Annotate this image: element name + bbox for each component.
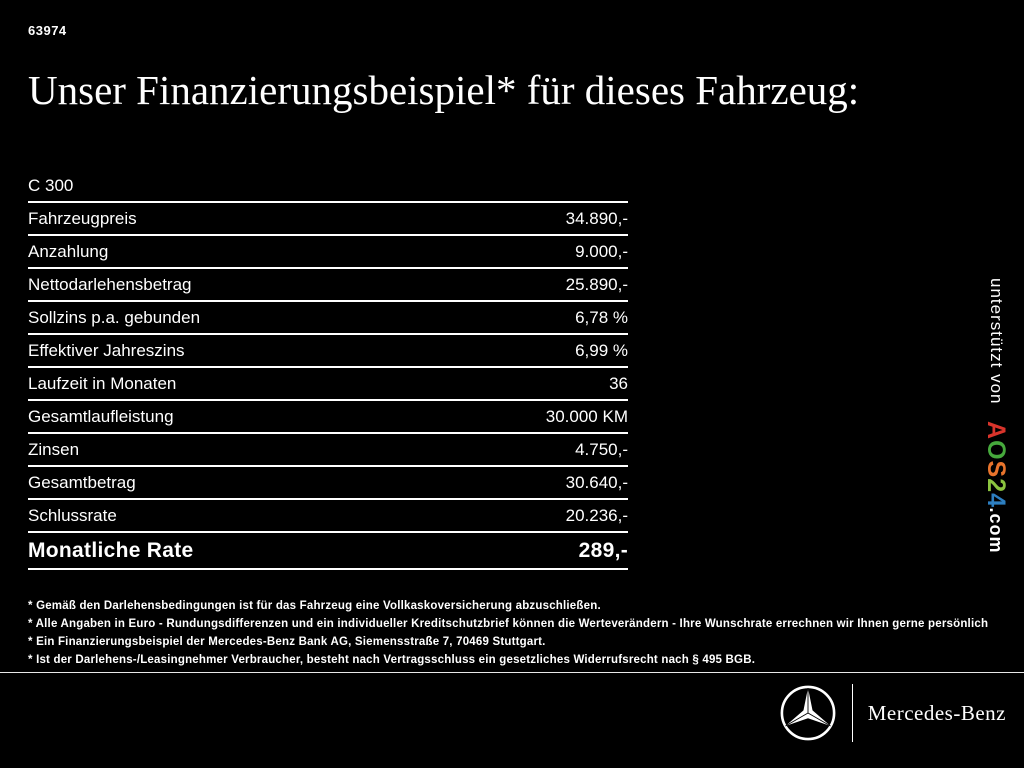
reference-number: 63974 [28,23,67,38]
model-name: C 300 [28,175,74,195]
row-label: Schlussrate [28,505,117,525]
table-row: Gesamtlaufleistung 30.000 KM [28,401,628,434]
mercedes-brand-block: Mercedes-Benz [779,683,1006,743]
aos24-watermark: unterstützt von AOS24.com [982,278,1010,554]
row-value: 36 [609,373,628,393]
footnote: * Ein Finanzierungsbeispiel der Mercedes… [28,636,546,648]
footer-divider-line [0,672,1024,673]
row-value: 4.750,- [575,439,628,459]
table-row: Nettodarlehensbetrag 25.890,- [28,269,628,302]
row-label: Laufzeit in Monaten [28,373,177,393]
footnote: * Alle Angaben in Euro - Rundungsdiffere… [28,618,989,630]
aos24-letter: S [982,460,1010,478]
table-row: Sollzins p.a. gebunden 6,78 % [28,302,628,335]
row-label: Fahrzeugpreis [28,208,137,228]
mercedes-star-icon [779,684,837,742]
page-title: Unser Finanzierungsbeispiel* für dieses … [28,67,860,113]
row-label: Gesamtlaufleistung [28,406,174,426]
table-row-monthly-rate: Monatliche Rate 289,- [28,533,628,570]
table-row: Anzahlung 9.000,- [28,236,628,269]
watermark-suffix: .com [986,507,1006,554]
row-label: Effektiver Jahreszins [28,340,185,360]
brand-divider [851,684,853,742]
brand-name: Mercedes-Benz [867,700,1006,725]
aos24-letter: A [982,420,1010,440]
row-value: 6,99 % [575,340,628,360]
row-label: Monatliche Rate [28,538,194,562]
row-label: Nettodarlehensbetrag [28,274,192,294]
watermark-prefix: unterstützt von [987,278,1006,405]
footnote: * Gemäß den Darlehensbedingungen ist für… [28,600,601,612]
row-value: 289,- [578,538,628,562]
table-row: Zinsen 4.750,- [28,434,628,467]
table-row: Gesamtbetrag 30.640,- [28,467,628,500]
row-value: 6,78 % [575,307,628,327]
table-row: Effektiver Jahreszins 6,99 % [28,335,628,368]
table-row: Schlussrate 20.236,- [28,500,628,533]
aos24-logo: AOS24 [982,421,1010,508]
footnote: * Ist der Darlehens-/Leasingnehmer Verbr… [28,654,756,666]
footnotes: * Gemäß den Darlehensbedingungen ist für… [28,600,989,672]
row-label: Zinsen [28,439,80,459]
aos24-letter: 4 [982,492,1010,508]
row-label: Sollzins p.a. gebunden [28,307,201,327]
aos24-letter: 2 [982,477,1010,493]
aos24-letter: O [982,439,1010,461]
table-row: Laufzeit in Monaten 36 [28,368,628,401]
row-value: 30.000 KM [545,406,628,426]
row-value: 20.236,- [565,505,628,525]
row-value: 9.000,- [575,241,628,261]
model-row: C 300 [28,170,628,203]
financing-table: C 300 Fahrzeugpreis 34.890,- Anzahlung 9… [28,170,628,570]
table-row: Fahrzeugpreis 34.890,- [28,203,628,236]
row-label: Anzahlung [28,241,109,261]
row-value: 34.890,- [565,208,628,228]
row-value: 30.640,- [565,472,628,492]
row-value: 25.890,- [565,274,628,294]
row-label: Gesamtbetrag [28,472,136,492]
